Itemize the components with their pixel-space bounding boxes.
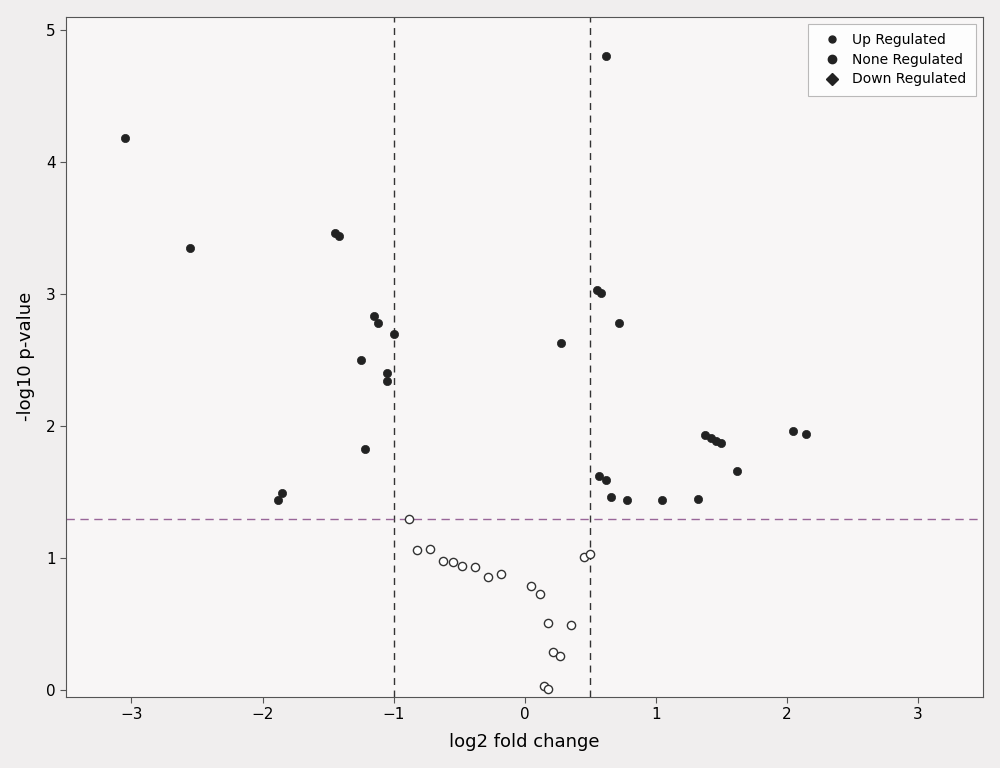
Point — [545, 646, 561, 658]
Point — [619, 494, 635, 506]
Point — [713, 437, 729, 449]
Point — [576, 551, 592, 563]
Point — [654, 494, 670, 506]
Point — [553, 336, 569, 349]
Point — [422, 543, 438, 555]
Point — [493, 568, 509, 580]
Point — [370, 317, 386, 329]
Point — [532, 588, 548, 600]
Point — [582, 548, 598, 561]
Point — [729, 465, 745, 477]
Point — [467, 561, 483, 574]
Point — [536, 680, 552, 693]
Point — [331, 230, 347, 242]
Point — [563, 619, 579, 631]
Point — [798, 428, 814, 440]
Point — [703, 432, 719, 444]
Point — [327, 227, 343, 240]
Point — [445, 556, 461, 568]
Point — [480, 571, 496, 583]
Point — [603, 492, 619, 504]
Point — [353, 354, 369, 366]
Point — [401, 512, 417, 525]
Point — [117, 132, 133, 144]
Point — [589, 284, 605, 296]
Point — [379, 375, 395, 387]
Point — [435, 554, 451, 567]
Point — [690, 492, 706, 505]
Point — [270, 494, 286, 506]
Point — [454, 560, 470, 572]
Point — [540, 683, 556, 695]
Point — [523, 580, 539, 592]
X-axis label: log2 fold change: log2 fold change — [449, 733, 600, 751]
Point — [785, 425, 801, 438]
Point — [357, 442, 373, 455]
Point — [379, 367, 395, 379]
Point — [591, 470, 607, 482]
Point — [598, 474, 614, 486]
Point — [366, 310, 382, 323]
Y-axis label: -log10 p-value: -log10 p-value — [17, 292, 35, 422]
Legend: Up Regulated, None Regulated, Down Regulated: Up Regulated, None Regulated, Down Regul… — [808, 24, 976, 96]
Point — [697, 429, 713, 442]
Point — [409, 544, 425, 556]
Point — [611, 317, 627, 329]
Point — [540, 617, 556, 629]
Point — [182, 242, 198, 254]
Point — [552, 650, 568, 662]
Point — [598, 50, 614, 62]
Point — [274, 487, 290, 499]
Point — [708, 435, 724, 447]
Point — [593, 286, 609, 299]
Point — [386, 327, 402, 339]
